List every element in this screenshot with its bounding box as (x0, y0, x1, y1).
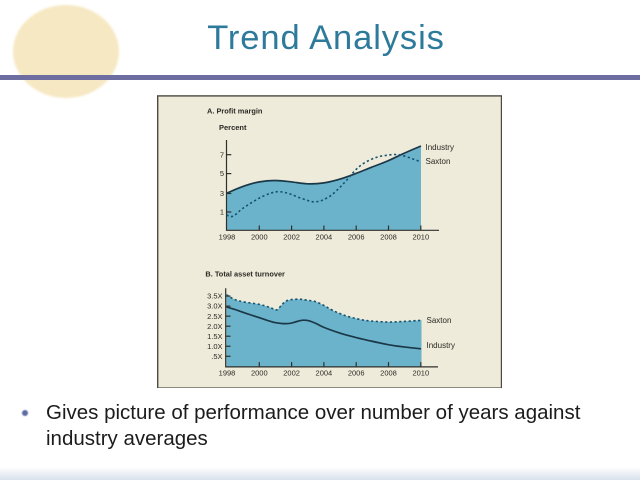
svg-text:Industry: Industry (426, 143, 454, 152)
svg-text:2004: 2004 (316, 369, 333, 378)
svg-text:B. Total asset turnover: B. Total asset turnover (205, 269, 285, 278)
svg-text:2006: 2006 (348, 232, 365, 241)
svg-text:1.5X: 1.5X (207, 332, 222, 341)
svg-text:1: 1 (220, 208, 224, 217)
svg-text:1998: 1998 (219, 369, 236, 378)
svg-text:2002: 2002 (283, 232, 300, 241)
svg-text:2008: 2008 (380, 369, 397, 378)
svg-text:.5X: .5X (211, 352, 222, 361)
svg-text:Industry: Industry (427, 341, 455, 350)
svg-text:2004: 2004 (316, 232, 333, 241)
svg-text:2000: 2000 (251, 369, 268, 378)
svg-text:3.5X: 3.5X (207, 292, 222, 301)
svg-text:2008: 2008 (380, 232, 397, 241)
svg-text:1998: 1998 (219, 232, 236, 241)
svg-text:2.0X: 2.0X (207, 322, 222, 331)
svg-text:2010: 2010 (412, 369, 429, 378)
svg-text:3: 3 (220, 189, 224, 198)
svg-text:2002: 2002 (283, 369, 300, 378)
svg-text:2000: 2000 (251, 232, 268, 241)
svg-text:Saxton: Saxton (426, 157, 451, 166)
svg-text:2006: 2006 (348, 369, 365, 378)
svg-text:A. Profit margin: A. Profit margin (207, 107, 263, 116)
svg-text:5: 5 (220, 169, 224, 178)
svg-text:2010: 2010 (412, 232, 429, 241)
svg-text:3.0X: 3.0X (207, 302, 222, 311)
svg-text:Saxton: Saxton (427, 316, 452, 325)
svg-text:7: 7 (220, 150, 224, 159)
svg-text:Percent: Percent (219, 123, 247, 132)
svg-text:1.0X: 1.0X (207, 342, 222, 351)
svg-text:2.5X: 2.5X (207, 312, 222, 321)
